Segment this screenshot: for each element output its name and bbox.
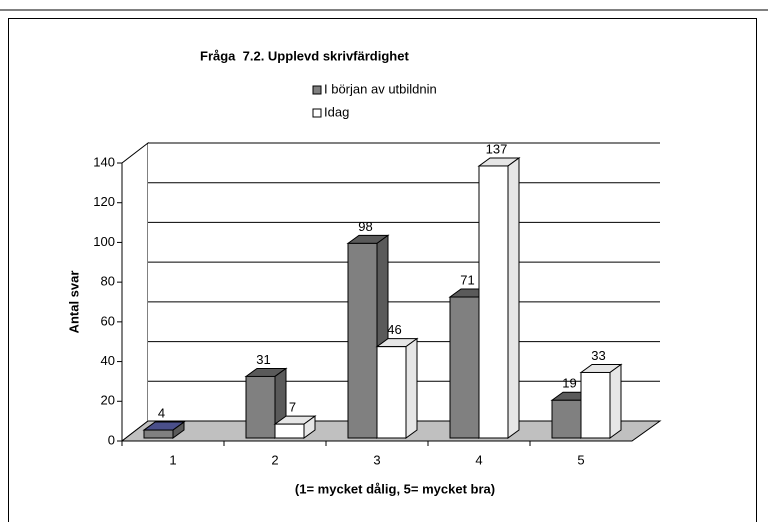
back-wall xyxy=(148,143,660,421)
bar xyxy=(143,429,174,439)
legend-label: I början av utbildnin xyxy=(324,81,437,96)
y-tick-label: 60 xyxy=(101,313,115,328)
bar xyxy=(245,375,276,439)
side-wall xyxy=(121,141,149,443)
data-label: 4 xyxy=(158,405,165,420)
y-tick-label: 40 xyxy=(101,353,115,368)
y-tick-label: 0 xyxy=(108,432,115,447)
bar xyxy=(274,423,305,439)
y-tick-label: 100 xyxy=(93,234,115,249)
data-label: 31 xyxy=(256,352,270,367)
x-tick-label: 2 xyxy=(271,452,278,467)
bar xyxy=(347,242,378,439)
data-label: 19 xyxy=(562,376,576,391)
legend-swatch xyxy=(312,108,322,118)
y-axis-label: Antal svar xyxy=(66,271,81,334)
data-label: 137 xyxy=(486,141,508,156)
y-tick-label: 140 xyxy=(93,154,115,169)
x-tick-label: 4 xyxy=(475,452,482,467)
y-tick-label: 20 xyxy=(101,393,115,408)
y-tick-label: 120 xyxy=(93,194,115,209)
bar xyxy=(376,346,407,439)
legend-label: Idag xyxy=(324,104,349,119)
bar xyxy=(580,371,611,439)
bar-side xyxy=(507,156,520,439)
x-tick-label: 1 xyxy=(169,452,176,467)
data-label: 33 xyxy=(591,348,605,363)
y-tick-label: 80 xyxy=(101,274,115,289)
bar xyxy=(478,165,509,439)
x-tick-label: 3 xyxy=(373,452,380,467)
x-axis-label: (1= mycket dålig, 5= mycket bra) xyxy=(295,481,495,496)
data-label: 71 xyxy=(460,272,474,287)
frame xyxy=(8,18,757,522)
bar-side xyxy=(405,337,418,439)
chart-title: Fråga 7.2. Upplevd skrivfärdighet xyxy=(200,48,409,63)
x-tick-label: 5 xyxy=(577,452,584,467)
bar xyxy=(551,399,582,439)
bar xyxy=(449,296,480,439)
legend-swatch xyxy=(312,85,322,95)
data-label: 46 xyxy=(387,322,401,337)
data-label: 7 xyxy=(289,400,296,415)
data-label: 98 xyxy=(358,219,372,234)
bar-side xyxy=(609,363,622,439)
